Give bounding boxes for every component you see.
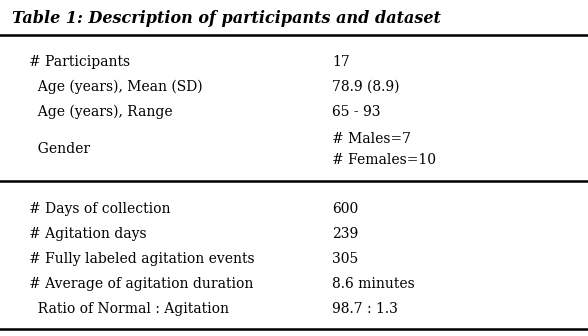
Text: Ratio of Normal : Agitation: Ratio of Normal : Agitation <box>29 302 229 316</box>
Text: 239: 239 <box>332 227 359 241</box>
Text: # Agitation days: # Agitation days <box>29 227 147 241</box>
Text: # Participants: # Participants <box>29 55 131 69</box>
Text: 98.7 : 1.3: 98.7 : 1.3 <box>332 302 398 316</box>
Text: Age (years), Mean (SD): Age (years), Mean (SD) <box>29 80 203 94</box>
Text: 305: 305 <box>332 252 359 266</box>
Text: 65 - 93: 65 - 93 <box>332 105 380 119</box>
Text: 17: 17 <box>332 55 350 69</box>
Text: # Average of agitation duration: # Average of agitation duration <box>29 277 254 291</box>
Text: 78.9 (8.9): 78.9 (8.9) <box>332 80 400 94</box>
Text: 8.6 minutes: 8.6 minutes <box>332 277 415 291</box>
Text: Age (years), Range: Age (years), Range <box>29 105 173 119</box>
Text: Gender: Gender <box>29 142 91 156</box>
Text: 600: 600 <box>332 202 359 216</box>
Text: # Days of collection: # Days of collection <box>29 202 171 216</box>
Text: Table 1: Description of participants and dataset: Table 1: Description of participants and… <box>12 10 440 27</box>
Text: # Fully labeled agitation events: # Fully labeled agitation events <box>29 252 255 266</box>
Text: # Males=7
# Females=10: # Males=7 # Females=10 <box>332 132 436 167</box>
